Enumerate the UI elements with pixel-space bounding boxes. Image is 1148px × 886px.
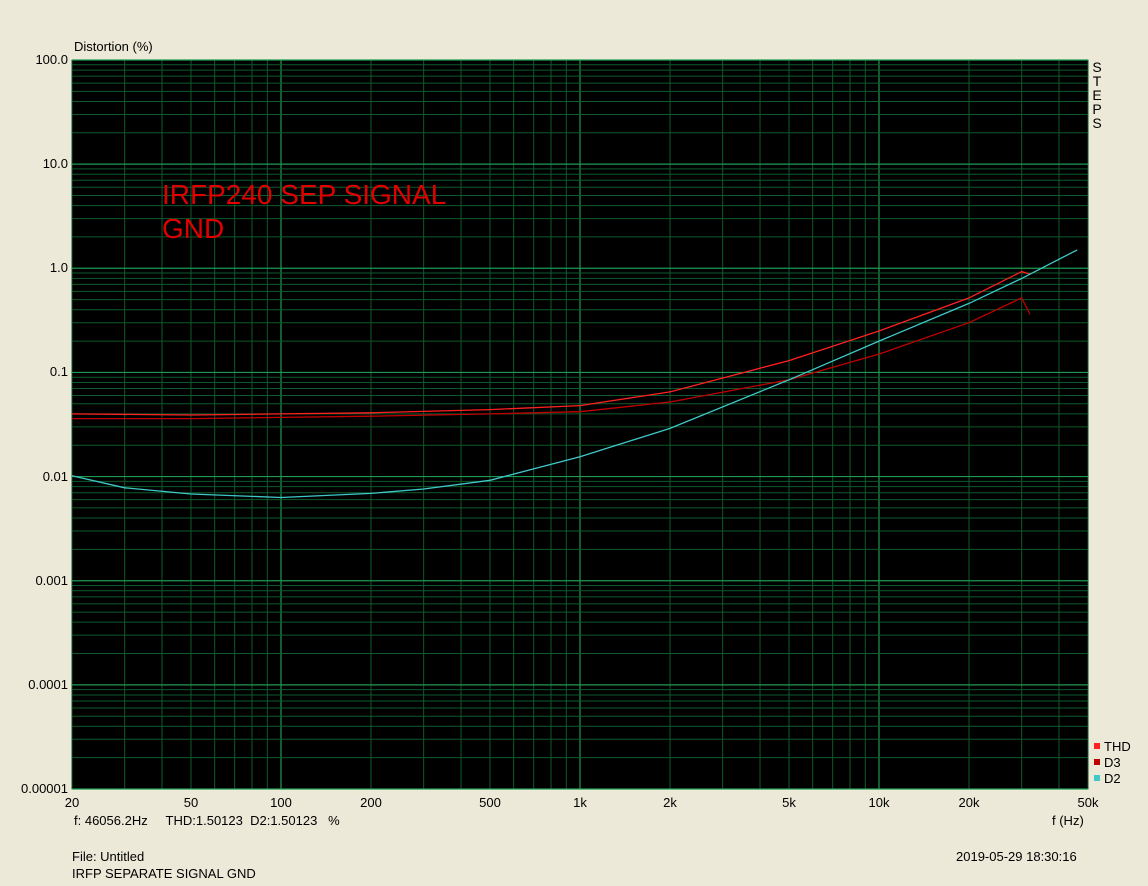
steps-label: STEPS [1092, 59, 1102, 131]
legend-entry: D2 [1094, 771, 1131, 787]
legend-entry: THD [1094, 739, 1131, 755]
x-tick-label: 2k [663, 795, 677, 810]
legend-entry: D3 [1094, 755, 1131, 771]
y-tick-label: 0.0001 [28, 676, 68, 692]
series-line-thd [71, 270, 1031, 416]
legend-swatch [1094, 759, 1100, 765]
y-tick-label: 0.00001 [21, 781, 68, 796]
cursor-readout: f: 46056.2Hz THD:1.50123 D2:1.50123 % [74, 813, 340, 828]
grid-lines [71, 59, 1089, 790]
x-tick-label: 200 [360, 795, 382, 810]
x-tick-label: 50k [1077, 795, 1099, 810]
y-tick-label: 1.0 [49, 260, 68, 276]
y-tick-label: 0.01 [42, 468, 68, 484]
x-tick-label: 20 [64, 795, 80, 810]
legend-label: D3 [1104, 755, 1121, 770]
y-tick-label: 100.0 [35, 52, 68, 67]
y-tick-label: 0.001 [35, 572, 68, 588]
x-tick-label: 20k [958, 795, 980, 810]
x-tick-label: 5k [782, 795, 796, 810]
legend-label: D2 [1104, 771, 1121, 786]
series-line-d2 [71, 249, 1078, 499]
x-axis-label: f (Hz) [1052, 813, 1084, 828]
legend-swatch [1094, 743, 1100, 749]
y-axis-label: Distortion (%) [74, 39, 153, 54]
y-tick-label: 10.0 [42, 156, 68, 172]
x-tick-label: 500 [479, 795, 501, 810]
legend-swatch [1094, 775, 1100, 781]
description: IRFP SEPARATE SIGNAL GND [72, 866, 256, 881]
series-line-d3 [72, 297, 1031, 420]
file-name: File: Untitled [72, 849, 145, 864]
legend-label: THD [1104, 739, 1131, 754]
legend: THD D3 D2 [1094, 739, 1131, 787]
x-tick-label: 1k [573, 795, 587, 810]
series-lines [71, 249, 1078, 499]
y-tick-label: 0.1 [49, 364, 68, 380]
x-tick-label: 100 [270, 795, 292, 810]
x-tick-label: 50 [183, 795, 199, 810]
chart-annotation: IRFP240 SEP SIGNAL GND [162, 179, 447, 244]
x-tick-label: 10k [868, 795, 890, 810]
timestamp: 2019-05-29 18:30:16 [956, 849, 1077, 864]
